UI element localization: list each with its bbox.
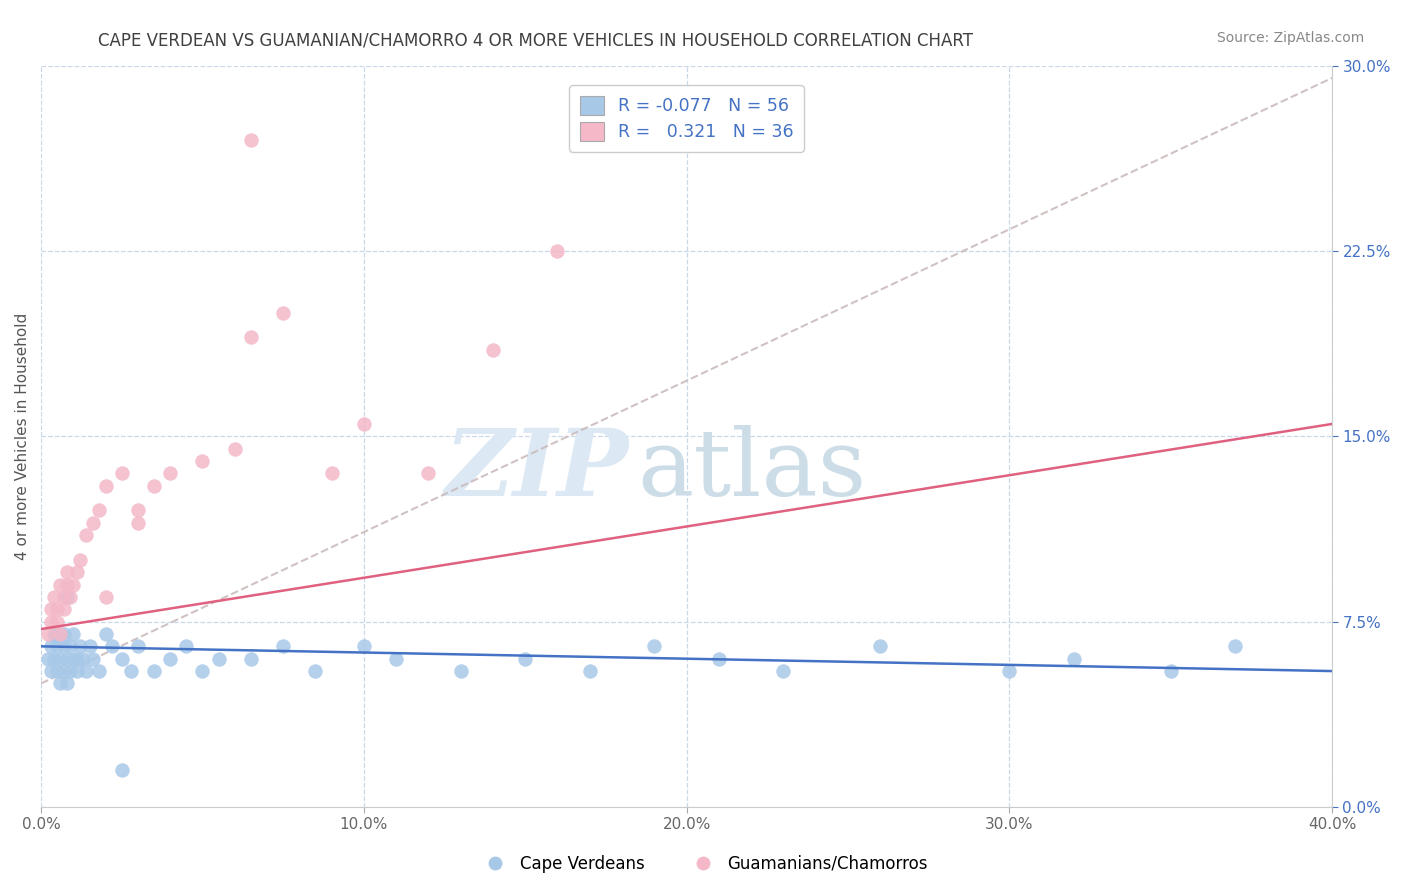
Point bbox=[239, 651, 262, 665]
Point bbox=[75, 664, 97, 678]
Point bbox=[69, 640, 91, 654]
Point bbox=[353, 640, 375, 654]
Point bbox=[49, 577, 72, 591]
Point bbox=[46, 602, 69, 616]
Point bbox=[82, 516, 104, 530]
Point bbox=[643, 640, 665, 654]
Legend: R = -0.077   N = 56, R =   0.321   N = 36: R = -0.077 N = 56, R = 0.321 N = 36 bbox=[569, 86, 804, 152]
Point bbox=[42, 627, 65, 641]
Point bbox=[65, 664, 87, 678]
Point bbox=[143, 664, 166, 678]
Point bbox=[111, 763, 134, 777]
Point bbox=[65, 651, 87, 665]
Text: ZIP: ZIP bbox=[444, 425, 628, 515]
Point bbox=[707, 651, 730, 665]
Point bbox=[998, 664, 1021, 678]
Point bbox=[75, 528, 97, 542]
Point bbox=[72, 651, 94, 665]
Point bbox=[127, 503, 149, 517]
Point bbox=[869, 640, 891, 654]
Point bbox=[304, 664, 326, 678]
Point bbox=[59, 664, 82, 678]
Point bbox=[127, 516, 149, 530]
Point bbox=[578, 664, 600, 678]
Point bbox=[772, 664, 794, 678]
Point bbox=[239, 133, 262, 147]
Point bbox=[89, 503, 111, 517]
Point bbox=[176, 640, 198, 654]
Point bbox=[547, 244, 569, 258]
Point bbox=[271, 640, 294, 654]
Point bbox=[482, 343, 505, 357]
Point bbox=[37, 651, 59, 665]
Text: Source: ZipAtlas.com: Source: ZipAtlas.com bbox=[1216, 31, 1364, 45]
Point bbox=[46, 640, 69, 654]
Point bbox=[56, 565, 79, 579]
Point bbox=[49, 651, 72, 665]
Point bbox=[94, 590, 117, 604]
Point bbox=[82, 651, 104, 665]
Point bbox=[42, 590, 65, 604]
Point bbox=[39, 615, 62, 629]
Point bbox=[1160, 664, 1182, 678]
Point bbox=[1063, 651, 1085, 665]
Point bbox=[143, 479, 166, 493]
Point bbox=[69, 553, 91, 567]
Point bbox=[52, 602, 75, 616]
Point bbox=[62, 651, 84, 665]
Point bbox=[46, 664, 69, 678]
Y-axis label: 4 or more Vehicles in Household: 4 or more Vehicles in Household bbox=[15, 313, 30, 560]
Point bbox=[56, 590, 79, 604]
Point bbox=[62, 577, 84, 591]
Point bbox=[207, 651, 229, 665]
Point bbox=[59, 640, 82, 654]
Point bbox=[52, 590, 75, 604]
Point bbox=[62, 627, 84, 641]
Point bbox=[111, 467, 134, 481]
Point bbox=[385, 651, 408, 665]
Point bbox=[239, 330, 262, 344]
Point bbox=[49, 627, 72, 641]
Point bbox=[353, 417, 375, 431]
Point bbox=[56, 651, 79, 665]
Point bbox=[159, 651, 181, 665]
Point bbox=[52, 640, 75, 654]
Point bbox=[515, 651, 537, 665]
Point bbox=[94, 627, 117, 641]
Point bbox=[39, 664, 62, 678]
Point bbox=[39, 602, 62, 616]
Point bbox=[79, 640, 101, 654]
Point bbox=[46, 615, 69, 629]
Point bbox=[191, 664, 214, 678]
Point bbox=[89, 664, 111, 678]
Point bbox=[418, 467, 440, 481]
Point bbox=[121, 664, 143, 678]
Point bbox=[271, 306, 294, 320]
Point bbox=[49, 627, 72, 641]
Point bbox=[450, 664, 472, 678]
Point bbox=[59, 590, 82, 604]
Point bbox=[37, 627, 59, 641]
Point bbox=[49, 676, 72, 690]
Point bbox=[56, 676, 79, 690]
Legend: Cape Verdeans, Guamanians/Chamorros: Cape Verdeans, Guamanians/Chamorros bbox=[471, 848, 935, 880]
Point bbox=[1225, 640, 1247, 654]
Text: CAPE VERDEAN VS GUAMANIAN/CHAMORRO 4 OR MORE VEHICLES IN HOUSEHOLD CORRELATION C: CAPE VERDEAN VS GUAMANIAN/CHAMORRO 4 OR … bbox=[98, 31, 973, 49]
Point bbox=[159, 467, 181, 481]
Point bbox=[39, 640, 62, 654]
Point bbox=[191, 454, 214, 468]
Point bbox=[224, 442, 246, 456]
Point bbox=[56, 577, 79, 591]
Point bbox=[111, 651, 134, 665]
Text: atlas: atlas bbox=[637, 425, 866, 515]
Point bbox=[321, 467, 343, 481]
Point bbox=[46, 627, 69, 641]
Point bbox=[65, 565, 87, 579]
Point bbox=[101, 640, 124, 654]
Point bbox=[42, 651, 65, 665]
Point bbox=[127, 640, 149, 654]
Point bbox=[52, 627, 75, 641]
Point bbox=[94, 479, 117, 493]
Point bbox=[52, 664, 75, 678]
